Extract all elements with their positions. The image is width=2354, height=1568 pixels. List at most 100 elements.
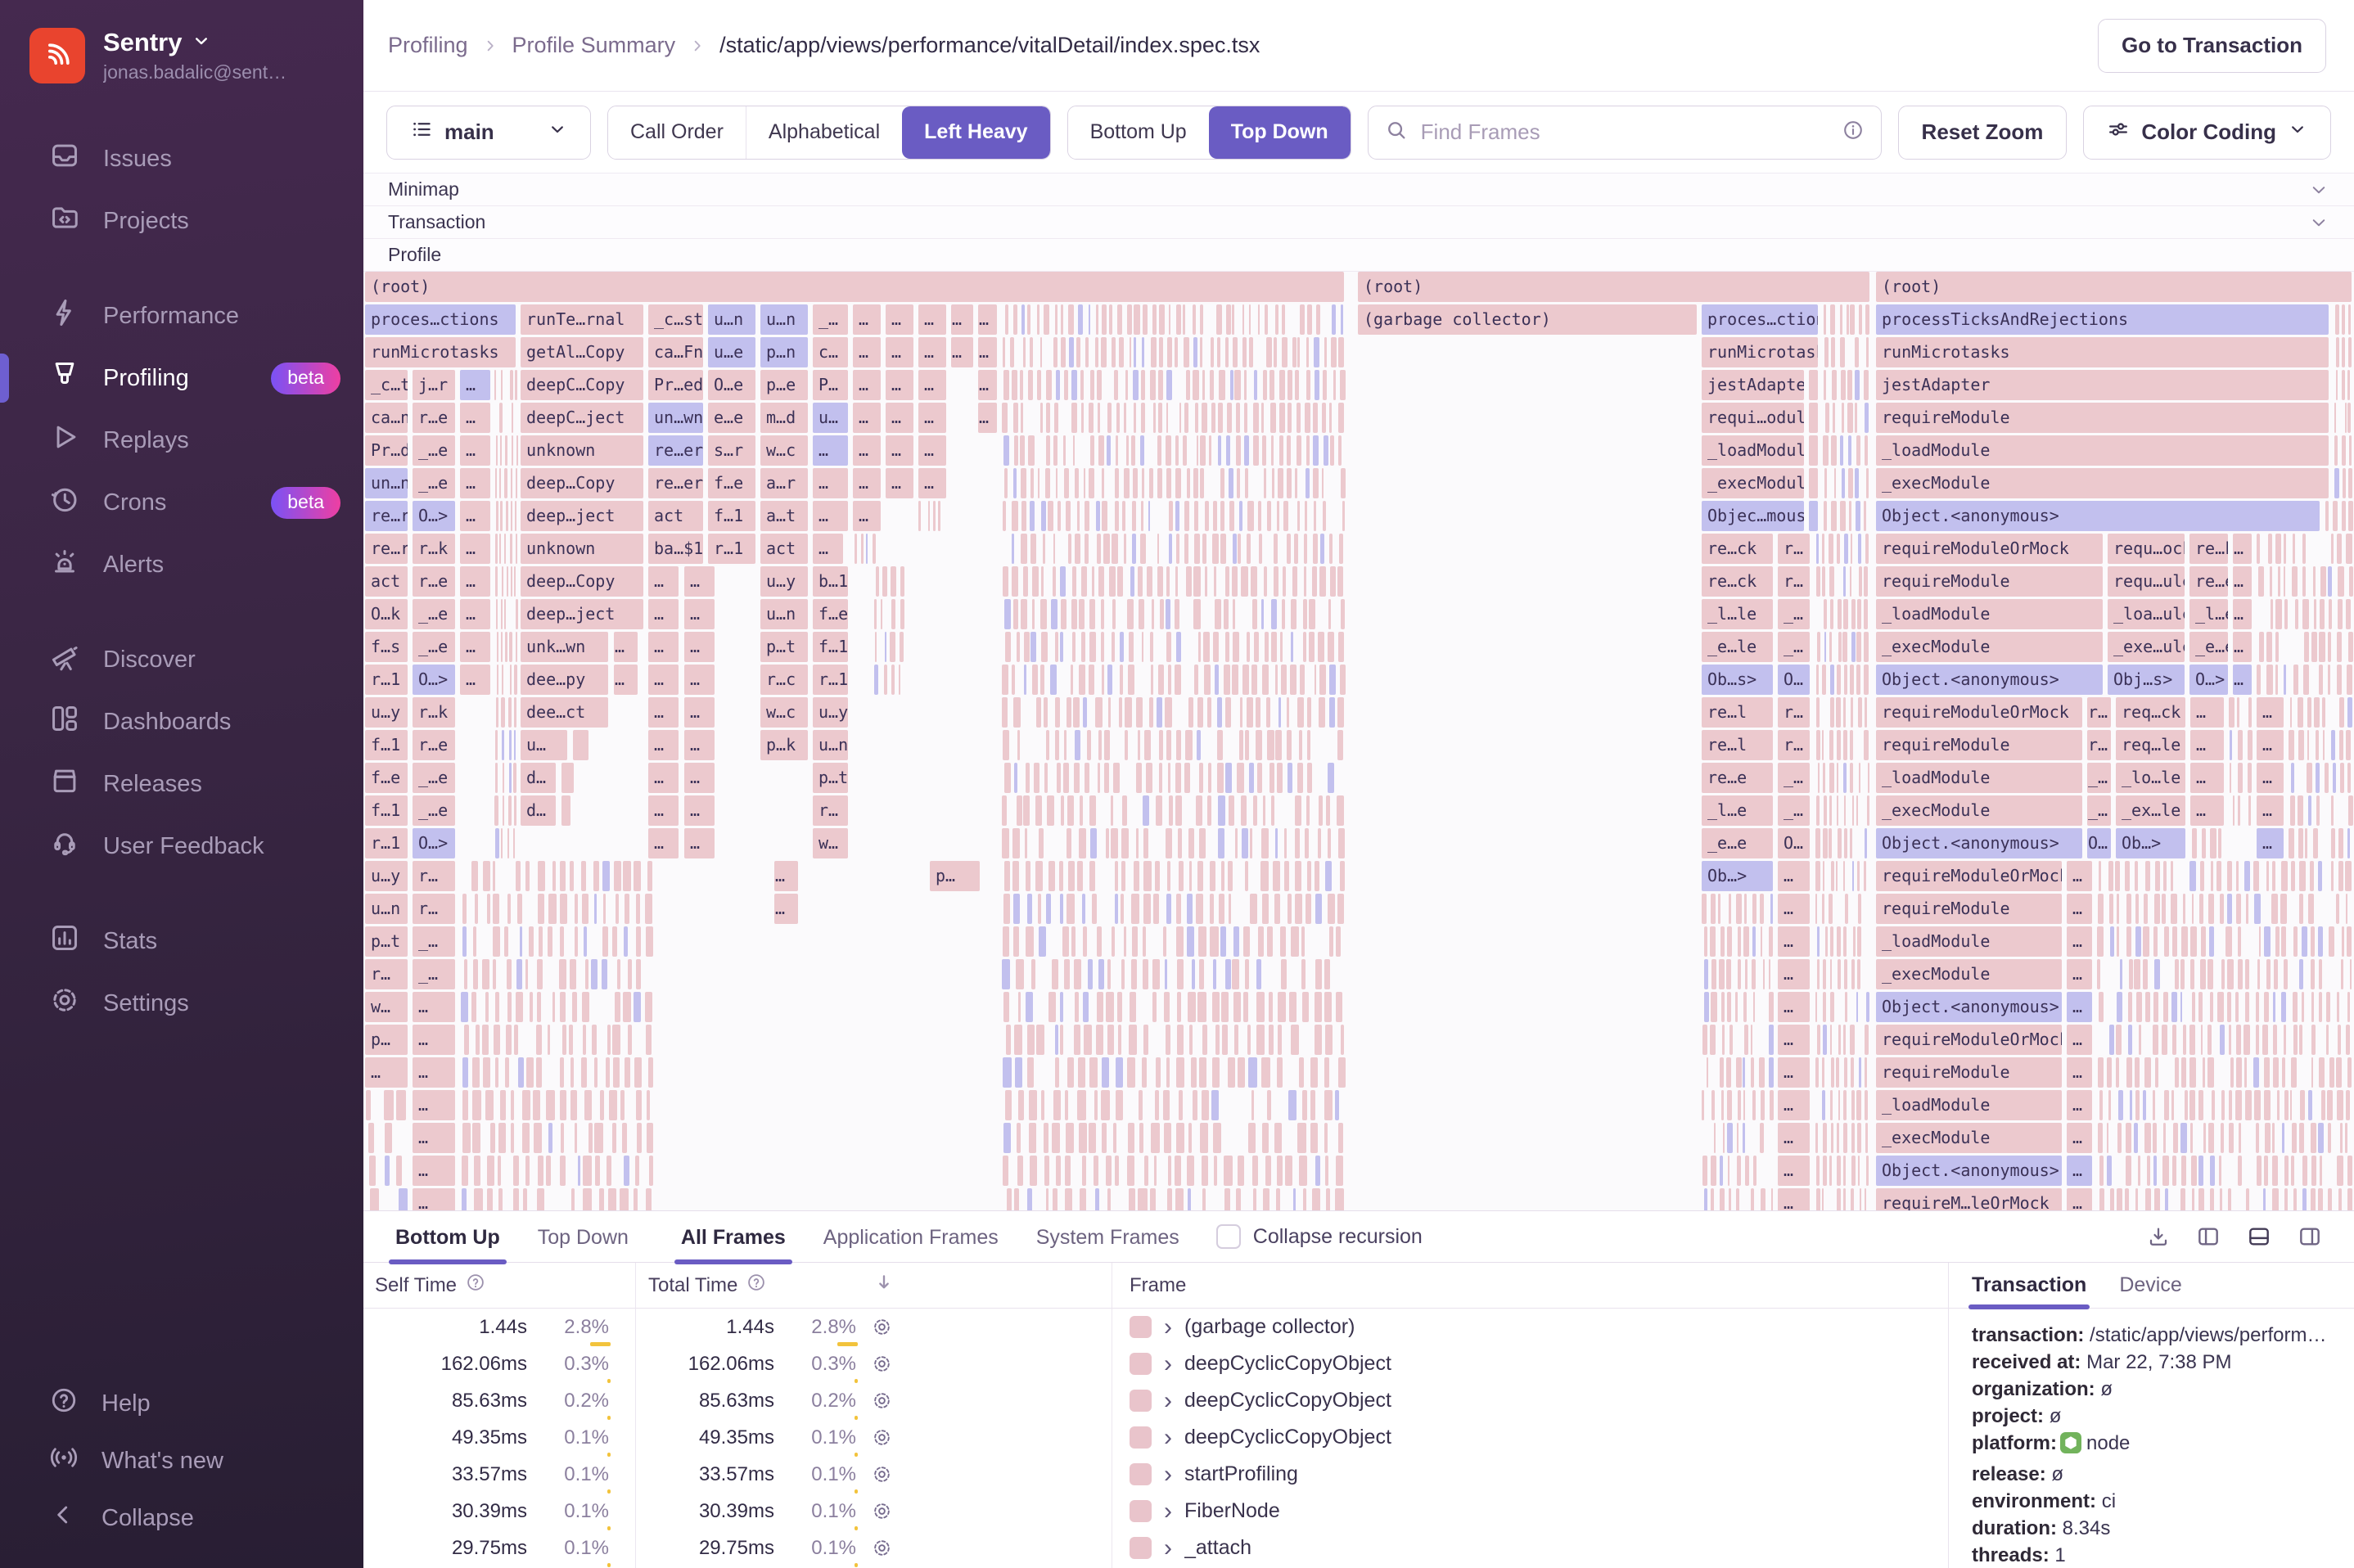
flame-frame[interactable] bbox=[2099, 992, 2104, 1022]
flame-frame[interactable] bbox=[494, 1025, 500, 1055]
flame-frame[interactable] bbox=[1160, 599, 1163, 629]
flame-frame[interactable] bbox=[1130, 992, 1135, 1022]
flame-frame[interactable] bbox=[1248, 1123, 1256, 1153]
flame-frame[interactable]: _… bbox=[2087, 763, 2111, 793]
flame-frame[interactable] bbox=[1055, 304, 1057, 335]
flame-frame[interactable] bbox=[502, 665, 503, 695]
flame-frame[interactable] bbox=[1720, 1156, 1724, 1186]
flame-frame[interactable]: _… bbox=[1778, 632, 1810, 662]
flame-frame[interactable] bbox=[2238, 959, 2243, 989]
flame-frame[interactable] bbox=[1306, 370, 1310, 400]
flame-frame[interactable] bbox=[1315, 894, 1322, 924]
flame-frame[interactable] bbox=[2299, 861, 2306, 891]
flame-frame[interactable] bbox=[582, 894, 588, 924]
flame-frame[interactable] bbox=[2163, 992, 2169, 1022]
flame-frame[interactable] bbox=[2333, 501, 2338, 531]
sidebar-item-user-feedback[interactable]: User Feedback bbox=[0, 815, 363, 877]
flame-frame[interactable] bbox=[2336, 370, 2338, 400]
flame-frame[interactable] bbox=[1020, 435, 1026, 466]
flame-frame[interactable] bbox=[1014, 1025, 1021, 1055]
flame-frame[interactable] bbox=[462, 1090, 468, 1120]
flame-frame[interactable] bbox=[2099, 861, 2101, 891]
flame-frame[interactable] bbox=[1114, 370, 1118, 400]
flame-frame[interactable] bbox=[2181, 1156, 2186, 1186]
download-icon[interactable] bbox=[2146, 1224, 2171, 1249]
flame-frame[interactable] bbox=[510, 534, 513, 564]
flame-frame[interactable] bbox=[1085, 501, 1090, 531]
table-row[interactable]: 85.63ms0.2%85.63ms0.2%›deepCyclicCopyObj… bbox=[363, 1382, 1948, 1419]
detail-tab-transaction[interactable]: Transaction bbox=[1972, 1263, 2086, 1309]
flame-frame[interactable] bbox=[1341, 468, 1346, 498]
flame-frame[interactable] bbox=[1295, 370, 1299, 400]
flame-frame[interactable] bbox=[2108, 1090, 2111, 1120]
flame-frame[interactable] bbox=[646, 1025, 652, 1055]
flame-frame[interactable] bbox=[1048, 992, 1056, 1022]
flame-frame[interactable]: … bbox=[648, 599, 679, 629]
flame-frame[interactable] bbox=[508, 697, 512, 728]
flame-frame[interactable] bbox=[1720, 1057, 1724, 1088]
flame-frame[interactable] bbox=[510, 665, 512, 695]
flame-frame[interactable] bbox=[493, 926, 500, 957]
flame-frame[interactable] bbox=[1094, 1090, 1098, 1120]
flame-frame[interactable] bbox=[570, 1090, 577, 1120]
flame-frame[interactable] bbox=[1710, 926, 1716, 957]
flame-frame[interactable] bbox=[510, 370, 512, 400]
flame-frame[interactable] bbox=[1830, 304, 1835, 335]
flame-frame[interactable] bbox=[2338, 1025, 2341, 1055]
flame-frame[interactable] bbox=[1166, 632, 1171, 662]
flame-frame[interactable] bbox=[2210, 1188, 2214, 1210]
flame-frame[interactable] bbox=[1052, 1123, 1060, 1153]
flame-frame[interactable]: _c…st bbox=[648, 304, 703, 335]
flame-frame[interactable] bbox=[1844, 665, 1847, 695]
flame-frame[interactable] bbox=[1067, 1057, 1074, 1088]
flame-frame[interactable] bbox=[1745, 959, 1747, 989]
flame-frame[interactable] bbox=[1119, 697, 1122, 728]
flame-frame[interactable]: runMicrotasks bbox=[365, 337, 516, 367]
flame-frame[interactable] bbox=[602, 926, 608, 957]
flame-frame[interactable] bbox=[2322, 697, 2325, 728]
flame-frame[interactable] bbox=[507, 828, 509, 858]
flame-frame[interactable] bbox=[2233, 795, 2234, 826]
flame-frame[interactable] bbox=[1046, 370, 1052, 400]
flame-frame[interactable] bbox=[1021, 304, 1025, 335]
flame-frame[interactable] bbox=[1816, 1188, 1820, 1210]
flame-frame[interactable] bbox=[1264, 468, 1266, 498]
flame-frame[interactable] bbox=[2293, 1188, 2297, 1210]
flame-frame[interactable] bbox=[2311, 959, 2316, 989]
flame-frame[interactable] bbox=[512, 435, 513, 466]
flame-frame[interactable] bbox=[1089, 1057, 1098, 1088]
flame-frame[interactable] bbox=[2298, 795, 2303, 826]
flame-frame[interactable] bbox=[1718, 894, 1720, 924]
flame-frame[interactable] bbox=[1013, 599, 1018, 629]
flame-frame[interactable] bbox=[1271, 435, 1274, 466]
flame-frame[interactable] bbox=[882, 566, 887, 597]
flame-frame[interactable] bbox=[1036, 697, 1041, 728]
flame-frame[interactable] bbox=[866, 534, 868, 564]
flame-frame[interactable] bbox=[1277, 1057, 1283, 1088]
flame-frame[interactable] bbox=[1816, 534, 1820, 564]
flame-frame[interactable] bbox=[1028, 370, 1033, 400]
flame-frame[interactable] bbox=[560, 1090, 566, 1120]
flame-frame[interactable] bbox=[2190, 1123, 2193, 1153]
flame-frame[interactable] bbox=[2281, 926, 2285, 957]
flame-frame[interactable] bbox=[1326, 1188, 1330, 1210]
flame-frame[interactable] bbox=[1711, 1188, 1714, 1210]
flame-frame[interactable] bbox=[1729, 894, 1731, 924]
flame-frame[interactable] bbox=[2147, 1156, 2150, 1186]
flame-frame[interactable] bbox=[2155, 1057, 2158, 1088]
flame-frame[interactable] bbox=[1851, 1090, 1855, 1120]
flame-frame[interactable] bbox=[1824, 795, 1826, 826]
flame-frame[interactable] bbox=[1067, 894, 1075, 924]
flame-frame[interactable] bbox=[1760, 894, 1764, 924]
flame-frame[interactable] bbox=[1824, 337, 1829, 367]
flame-frame[interactable] bbox=[1232, 566, 1238, 597]
flame-frame[interactable] bbox=[495, 730, 497, 760]
flame-frame[interactable] bbox=[1021, 501, 1026, 531]
flame-frame[interactable] bbox=[1083, 992, 1089, 1022]
flame-frame[interactable] bbox=[1727, 926, 1732, 957]
question-icon[interactable] bbox=[465, 1272, 486, 1299]
flame-frame[interactable] bbox=[2135, 1090, 2140, 1120]
flame-frame[interactable] bbox=[2189, 1090, 2196, 1120]
flame-frame[interactable] bbox=[511, 501, 512, 531]
flame-frame[interactable] bbox=[1838, 599, 1842, 629]
